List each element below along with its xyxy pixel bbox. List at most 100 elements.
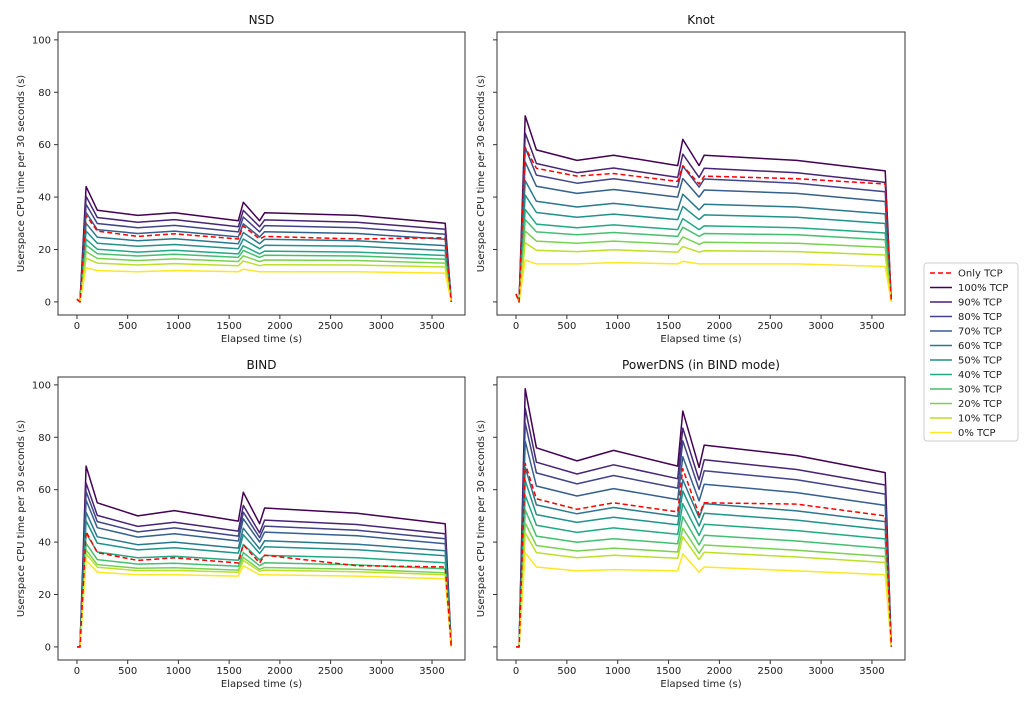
x-tick-label: 1500	[656, 666, 681, 677]
series-line-100pct-tcp	[77, 465, 453, 648]
y-tick-label: 40	[38, 538, 51, 549]
y-tick-label: 40	[38, 193, 51, 204]
y-tick-label: 20	[38, 245, 51, 256]
series-line-20pct-tcp	[77, 549, 453, 648]
x-tick-label: 3000	[369, 666, 394, 677]
x-tick-label: 2000	[267, 666, 292, 677]
series-line-0pct-tcp	[76, 267, 453, 303]
x-tick-label: 0	[74, 666, 80, 677]
x-tick-label: 1500	[216, 321, 241, 332]
series-line-0pct-tcp	[77, 559, 453, 648]
x-tick-label: 3500	[859, 321, 884, 332]
series-line-90pct-tcp	[515, 132, 893, 303]
x-tick-label: 1000	[166, 666, 191, 677]
legend-label: 10% TCP	[958, 414, 1002, 425]
x-tick-label: 2000	[267, 321, 292, 332]
series-line-100pct-tcp	[515, 115, 893, 303]
series-line-70pct-tcp	[516, 440, 893, 648]
series-line-20pct-tcp	[515, 230, 893, 303]
subplot-bind: 0 500 1000 1500 2000 2500 3000 3500 0 20 40 60 80 100…	[16, 358, 466, 690]
subplot-knot: 0 500 1000 1500 2000 2500 3000 3500 Knot Elapsed …	[476, 13, 906, 345]
legend-label: 0% TCP	[958, 428, 996, 439]
series-line-10pct-tcp	[515, 241, 893, 303]
x-tick-label: 2000	[707, 321, 732, 332]
x-tick-label: 3500	[419, 666, 444, 677]
series-line-40pct-tcp	[76, 238, 453, 303]
series-line-90pct-tcp	[516, 407, 893, 648]
legend-label: 30% TCP	[958, 385, 1002, 396]
x-tick-label: 1500	[216, 666, 241, 677]
series-line-40pct-tcp	[516, 494, 893, 648]
series-line-70pct-tcp	[77, 499, 453, 648]
x-tick-label: 1000	[166, 321, 191, 332]
series-line-only-tcp	[515, 146, 893, 303]
y-tick-label: 80	[38, 433, 51, 444]
x-tick-label: 3000	[808, 321, 833, 332]
series-line-only-tcp	[76, 214, 453, 303]
series-line-90pct-tcp	[76, 195, 453, 303]
series-line-100pct-tcp	[516, 388, 893, 648]
series-line-10pct-tcp	[516, 532, 893, 648]
series-line-70pct-tcp	[76, 211, 453, 303]
series-line-0pct-tcp	[515, 259, 893, 303]
series-group	[515, 115, 893, 303]
y-tick-label: 100	[32, 380, 51, 391]
series-line-20pct-tcp	[76, 250, 453, 303]
subplot-title: Knot	[687, 13, 715, 27]
series-line-only-tcp	[516, 462, 893, 648]
axes-frame	[57, 31, 466, 316]
legend-label: 100% TCP	[958, 283, 1008, 294]
x-tick-label: 2500	[758, 321, 783, 332]
legend-label: 80% TCP	[958, 312, 1002, 323]
y-tick-label: 0	[45, 642, 51, 653]
legend-label: 90% TCP	[958, 298, 1002, 309]
series-line-60pct-tcp	[516, 466, 893, 648]
y-tick-label: 60	[38, 485, 51, 496]
x-axis-label: Elapsed time (s)	[660, 334, 741, 345]
series-line-60pct-tcp	[77, 511, 453, 648]
x-axis-label: Elapsed time (s)	[221, 334, 302, 345]
subplot-powerdns: 0 500 1000 1500 2000 2500 3000 3500 PowerDNS (in…	[476, 358, 906, 690]
legend-label: Only TCP	[958, 269, 1003, 280]
series-group	[77, 465, 453, 648]
subplot-title: PowerDNS (in BIND mode)	[622, 358, 780, 372]
x-tick-label: 3500	[419, 321, 444, 332]
x-tick-label: 3000	[808, 666, 833, 677]
y-axis-label: Userspace CPU time per 30 seconds (s)	[16, 75, 27, 272]
y-axis-label: Userspace CPU time per 30 seconds (s)	[476, 420, 487, 617]
series-line-50pct-tcp	[515, 194, 893, 303]
legend-label: 50% TCP	[958, 356, 1002, 367]
x-tick-label: 1000	[605, 666, 630, 677]
x-tick-label: 3500	[859, 666, 884, 677]
x-axis-label: Elapsed time (s)	[221, 679, 302, 690]
x-tick-label: 500	[557, 666, 576, 677]
subplot-nsd: 0 500 1000 1500 2000 2500 3000 3500 0 20 40 60 80 100…	[16, 13, 466, 345]
series-line-80pct-tcp	[76, 203, 453, 303]
series-line-40pct-tcp	[515, 208, 893, 303]
x-tick-label: 0	[74, 321, 80, 332]
x-tick-label: 2500	[758, 666, 783, 677]
subplot-title: NSD	[249, 13, 275, 27]
series-line-90pct-tcp	[77, 482, 453, 648]
x-tick-label: 0	[513, 666, 519, 677]
series-line-50pct-tcp	[77, 520, 453, 648]
series-line-30pct-tcp	[76, 244, 453, 303]
y-tick-label: 20	[38, 590, 51, 601]
series-group	[516, 388, 893, 648]
x-tick-label: 2500	[318, 666, 343, 677]
x-tick-label: 3000	[369, 321, 394, 332]
series-line-20pct-tcp	[516, 522, 893, 648]
y-axis-label: Userspace CPU time per 30 seconds (s)	[476, 75, 487, 272]
series-line-100pct-tcp	[76, 185, 453, 303]
legend: Only TCP 100% TCP 90% TCP 80% TCP 70% TCP 60%…	[923, 262, 1019, 442]
x-tick-label: 500	[118, 666, 137, 677]
x-tick-label: 1000	[605, 321, 630, 332]
axes-frame	[496, 31, 906, 316]
series-group	[76, 185, 453, 303]
series-line-10pct-tcp	[76, 257, 453, 303]
y-tick-label: 80	[38, 88, 51, 99]
x-tick-label: 2500	[318, 321, 343, 332]
legend-label: 60% TCP	[958, 341, 1002, 352]
series-line-80pct-tcp	[516, 422, 893, 648]
